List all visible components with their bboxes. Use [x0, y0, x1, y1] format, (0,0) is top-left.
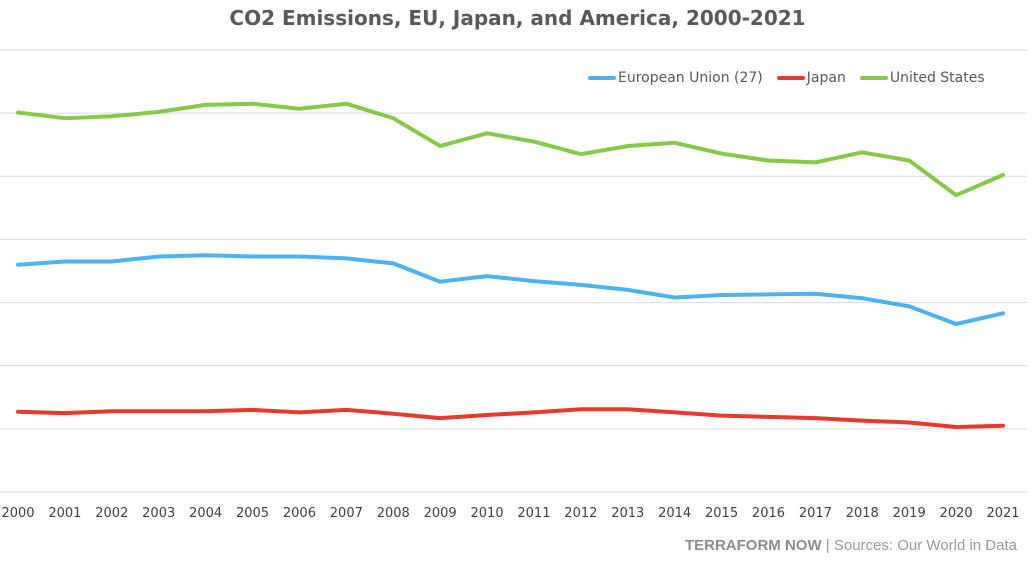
legend-label-japan: Japan	[806, 70, 846, 86]
x-tick-label: 2017	[799, 506, 832, 521]
x-tick-label: 2016	[752, 506, 785, 521]
x-tick-label: 2005	[236, 506, 269, 521]
x-tick-label: 2012	[564, 506, 597, 521]
x-tick-label: 2006	[283, 506, 316, 521]
x-tick-label: 2007	[330, 506, 363, 521]
brand-name: TERRAFORM NOW	[684, 537, 822, 554]
x-tick-label: 2009	[424, 506, 457, 521]
chart-legend: European Union (27) Japan United States	[588, 70, 987, 86]
footer-separator: |	[821, 537, 834, 554]
x-tick-label: 2019	[893, 506, 926, 521]
legend-swatch-japan	[776, 76, 805, 80]
x-tick-label: 2018	[846, 506, 879, 521]
legend-swatch-european-union	[588, 76, 616, 80]
x-tick-label: 2014	[658, 506, 691, 521]
x-tick-label: 2002	[95, 506, 128, 521]
x-tick-label: 2021	[986, 506, 1019, 521]
x-tick-label: 2013	[611, 506, 644, 521]
legend-label-united-states: United States	[889, 70, 985, 86]
legend-item-european-union: European Union (27)	[588, 70, 763, 86]
x-tick-label: 2010	[471, 506, 504, 521]
x-tick-label: 2020	[940, 506, 973, 521]
x-tick-label: 2011	[517, 506, 550, 521]
x-tick-label: 2004	[189, 506, 222, 521]
series-line-japan	[16, 407, 1005, 429]
legend-swatch-united-states	[859, 76, 888, 80]
x-tick-label: 2003	[142, 506, 175, 521]
x-tick-label: 2015	[705, 506, 738, 521]
chart-title: CO2 Emissions, EU, Japan, and America, 2…	[229, 6, 806, 30]
x-tick-label: 2008	[377, 506, 410, 521]
source-footer: TERRAFORM NOW | Sources: Our World in Da…	[685, 537, 1017, 554]
legend-item-united-states: United States	[859, 70, 985, 86]
x-tick-label: 2000	[1, 506, 34, 521]
series-line-united-states	[16, 101, 1005, 198]
legend-label-european-union: European Union (27)	[618, 70, 763, 86]
legend-item-japan: Japan	[776, 70, 846, 86]
source-credit: Sources: Our World in Data	[833, 537, 1017, 554]
x-tick-label: 2001	[48, 506, 81, 521]
series-line-european-union-27	[16, 253, 1005, 326]
